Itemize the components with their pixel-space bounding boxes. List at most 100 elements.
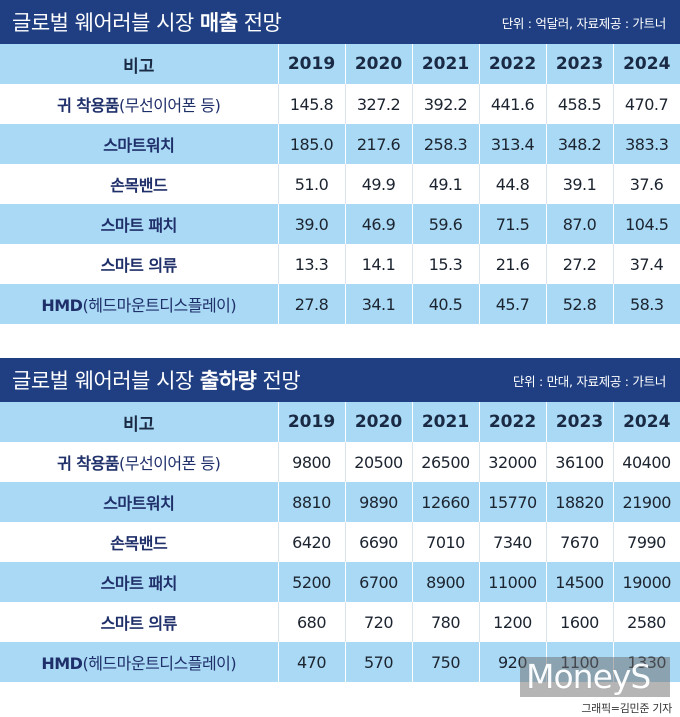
table-cell: 383.3 xyxy=(613,124,680,164)
shipments-banner: 글로벌 웨어러블 시장 출하량 전망 단위 : 만대, 자료제공 : 가트너 xyxy=(0,358,680,402)
table-cell: 19000 xyxy=(613,562,680,602)
table-header-row: 비고 2019 2020 2021 2022 2023 2024 xyxy=(0,44,680,84)
row-label: 귀 착용품(무선이어폰 등) xyxy=(0,84,279,124)
table-cell: 12660 xyxy=(412,482,480,522)
header-year: 2023 xyxy=(546,44,614,84)
table-row: 스마트워치 185.0 217.6 258.3 313.4 348.2 383.3 xyxy=(0,124,680,164)
table-cell: 327.2 xyxy=(345,84,413,124)
table-cell: 8810 xyxy=(278,482,346,522)
table-cell: 6700 xyxy=(345,562,413,602)
row-label: 스마트 의류 xyxy=(0,602,279,642)
row-label: 스마트 의류 xyxy=(0,244,279,284)
table-cell: 13.3 xyxy=(278,244,346,284)
table-cell: 39.1 xyxy=(546,164,614,204)
row-label-detail: (헤드마운트디스플레이) xyxy=(82,654,237,673)
table-cell: 21.6 xyxy=(479,244,547,284)
table-cell: 9800 xyxy=(278,442,346,482)
shipments-unit-note: 단위 : 만대, 자료제공 : 가트너 xyxy=(512,373,666,389)
table-cell: 40.5 xyxy=(412,284,480,324)
table-cell: 37.4 xyxy=(613,244,680,284)
table-row: 손목밴드 6420 6690 7010 7340 7670 7990 xyxy=(0,522,680,562)
table-cell: 5200 xyxy=(278,562,346,602)
row-label: 손목밴드 xyxy=(0,522,279,562)
table-cell: 185.0 xyxy=(278,124,346,164)
shipments-table: 비고 2019 2020 2021 2022 2023 2024 귀 착용품(무선이어폰 등)… xyxy=(0,402,680,682)
table-cell: 32000 xyxy=(479,442,547,482)
row-label: 스마트워치 xyxy=(0,124,279,164)
row-label-main: 스마트 패치 xyxy=(100,216,178,235)
table-cell: 14.1 xyxy=(345,244,413,284)
table-cell: 217.6 xyxy=(345,124,413,164)
logo-text: MoneyS xyxy=(526,657,651,696)
row-label: 스마트워치 xyxy=(0,482,279,522)
table-cell: 470 xyxy=(278,642,346,682)
table-cell: 6420 xyxy=(278,522,346,562)
table-cell: 36100 xyxy=(546,442,614,482)
table-cell: 49.9 xyxy=(345,164,413,204)
table-cell: 46.9 xyxy=(345,204,413,244)
table-cell: 15.3 xyxy=(412,244,480,284)
table-cell: 7010 xyxy=(412,522,480,562)
table-cell: 15770 xyxy=(479,482,547,522)
table-cell: 71.5 xyxy=(479,204,547,244)
table-cell: 441.6 xyxy=(479,84,547,124)
table-row: 귀 착용품(무선이어폰 등) 145.8 327.2 392.2 441.6 458.5 4… xyxy=(0,84,680,124)
table-cell: 720 xyxy=(345,602,413,642)
row-label-main: 스마트워치 xyxy=(103,136,175,155)
row-label-detail: (무선이어폰 등) xyxy=(119,454,221,473)
header-category: 비고 xyxy=(0,44,279,84)
table-row: HMD(헤드마운트디스플레이) 27.8 34.1 40.5 45.7 52.8 58.3 xyxy=(0,284,680,324)
table-cell: 20500 xyxy=(345,442,413,482)
table-row: 스마트 패치 39.0 46.9 59.6 71.5 87.0 104.5 xyxy=(0,204,680,244)
table-cell: 1600 xyxy=(546,602,614,642)
table-cell: 27.2 xyxy=(546,244,614,284)
table-cell: 18820 xyxy=(546,482,614,522)
table-cell: 14500 xyxy=(546,562,614,602)
sales-table: 비고 2019 2020 2021 2022 2023 2024 귀 착용품(무선이어폰 등)… xyxy=(0,44,680,324)
row-label: 스마트 패치 xyxy=(0,204,279,244)
table-cell: 145.8 xyxy=(278,84,346,124)
logo-backdrop xyxy=(520,657,670,697)
row-label-main: HMD xyxy=(41,654,83,673)
table-cell: 11000 xyxy=(479,562,547,602)
table-cell: 104.5 xyxy=(613,204,680,244)
header-year: 2021 xyxy=(412,402,480,442)
table-row: 스마트 의류 13.3 14.1 15.3 21.6 27.2 37.4 xyxy=(0,244,680,284)
row-label-detail: (무선이어폰 등) xyxy=(119,96,221,115)
table-cell: 40400 xyxy=(613,442,680,482)
table-cell: 458.5 xyxy=(546,84,614,124)
row-label: 귀 착용품(무선이어폰 등) xyxy=(0,442,279,482)
table-cell: 392.2 xyxy=(412,84,480,124)
table-cell: 44.8 xyxy=(479,164,547,204)
row-label-main: HMD xyxy=(41,296,83,315)
sales-banner: 글로벌 웨어러블 시장 매출 전망 단위 : 억달러, 자료제공 : 가트너 xyxy=(0,0,680,44)
table-row: 귀 착용품(무선이어폰 등) 9800 20500 26500 32000 36100 40… xyxy=(0,442,680,482)
row-label-main: 손목밴드 xyxy=(110,534,168,553)
header-year: 2022 xyxy=(479,44,547,84)
row-label-main: 스마트 의류 xyxy=(100,256,178,275)
row-label: HMD(헤드마운트디스플레이) xyxy=(0,642,279,682)
table-cell: 49.1 xyxy=(412,164,480,204)
shipments-section: 글로벌 웨어러블 시장 출하량 전망 단위 : 만대, 자료제공 : 가트너 비… xyxy=(0,358,680,682)
header-year: 2021 xyxy=(412,44,480,84)
table-cell: 258.3 xyxy=(412,124,480,164)
sales-section: 글로벌 웨어러블 시장 매출 전망 단위 : 억달러, 자료제공 : 가트너 비… xyxy=(0,0,680,324)
table-cell: 8900 xyxy=(412,562,480,602)
row-label-detail: (헤드마운트디스플레이) xyxy=(82,296,237,315)
table-cell: 52.8 xyxy=(546,284,614,324)
header-year: 2024 xyxy=(613,402,680,442)
row-label-main: 귀 착용품 xyxy=(57,96,120,115)
table-row: 손목밴드 51.0 49.9 49.1 44.8 39.1 37.6 xyxy=(0,164,680,204)
table-cell: 34.1 xyxy=(345,284,413,324)
row-label: HMD(헤드마운트디스플레이) xyxy=(0,284,279,324)
row-label: 손목밴드 xyxy=(0,164,279,204)
row-label: 스마트 패치 xyxy=(0,562,279,602)
table-cell: 7340 xyxy=(479,522,547,562)
table-cell: 6690 xyxy=(345,522,413,562)
table-cell: 313.4 xyxy=(479,124,547,164)
header-year: 2023 xyxy=(546,402,614,442)
table-header-row: 비고 2019 2020 2021 2022 2023 2024 xyxy=(0,402,680,442)
table-cell: 87.0 xyxy=(546,204,614,244)
header-year: 2019 xyxy=(278,402,346,442)
header-year: 2019 xyxy=(278,44,346,84)
